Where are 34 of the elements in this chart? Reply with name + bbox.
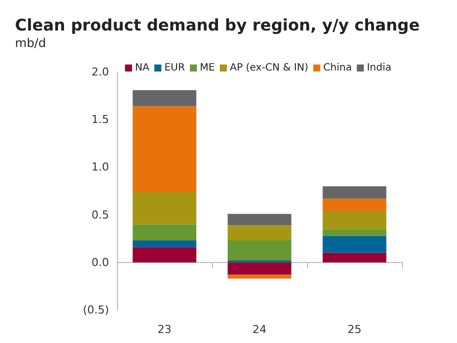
y-tick-label: 0.5 bbox=[92, 208, 109, 222]
bar bbox=[228, 240, 292, 260]
x-tick-label: 24 bbox=[252, 323, 266, 336]
bar bbox=[228, 214, 292, 226]
y-tick-label: 2.0 bbox=[92, 66, 109, 78]
bar bbox=[132, 240, 196, 248]
bar bbox=[132, 247, 196, 262]
bar bbox=[322, 198, 386, 211]
bar bbox=[132, 90, 196, 106]
y-tick-label: 1.0 bbox=[92, 160, 109, 174]
y-tick-label: 0.0 bbox=[92, 256, 109, 269]
bar bbox=[132, 224, 196, 241]
bar bbox=[228, 274, 292, 279]
bar bbox=[228, 225, 292, 241]
legend-label: AP (ex-CN & IN) bbox=[230, 62, 308, 74]
bar bbox=[228, 262, 292, 275]
chart-title: Clean product demand by region, y/y change bbox=[15, 16, 420, 34]
bar bbox=[132, 192, 196, 224]
legend-label: NA bbox=[135, 62, 150, 74]
bar bbox=[322, 210, 386, 230]
legend-label: China bbox=[323, 62, 352, 74]
chart-subtitle: mb/d bbox=[15, 36, 46, 50]
bar bbox=[322, 236, 386, 253]
legend-label: ME bbox=[200, 62, 215, 74]
bar bbox=[132, 106, 196, 192]
bar bbox=[322, 186, 386, 199]
legend-label: India bbox=[366, 62, 392, 74]
x-tick-label: 23 bbox=[158, 323, 172, 336]
y-tick-label: 1.5 bbox=[92, 113, 109, 126]
x-tick-label: 25 bbox=[348, 323, 362, 336]
y-tick-label: (0.5) bbox=[82, 304, 109, 316]
bar bbox=[322, 252, 386, 262]
legend-label: EUR bbox=[164, 62, 185, 74]
bar bbox=[322, 229, 386, 236]
